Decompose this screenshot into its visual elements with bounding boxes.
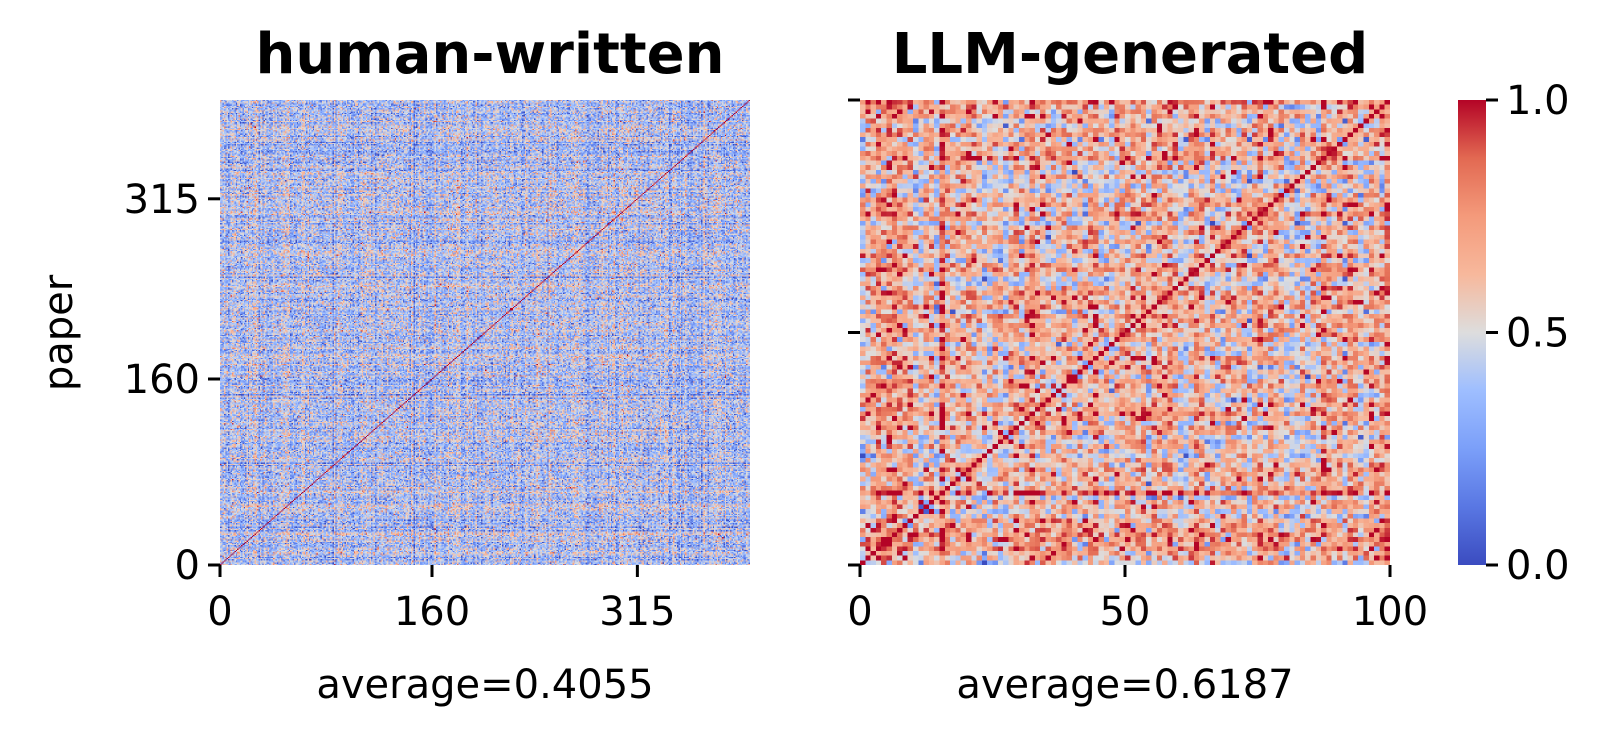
y-tick-label-human: 315: [124, 177, 200, 223]
colorbar-tick-label: 0.0: [1506, 543, 1570, 589]
colorbar-tick-label: 1.0: [1506, 78, 1570, 124]
x-tick-label-llm: 0: [847, 589, 872, 635]
heatmap-panel-llm: LLM-generated 0 50 100 average=0.6187: [847, 22, 1428, 708]
colorbar: 0.0 0.5 1.0: [1458, 78, 1570, 589]
colorbar-ticks: 0.0 0.5 1.0: [1486, 78, 1570, 589]
x-tick-label-human: 0: [207, 589, 232, 635]
x-tick-label-llm: 50: [1100, 589, 1151, 635]
x-axis-label-llm: average=0.6187: [956, 662, 1293, 708]
y-axis-label-human: paper: [36, 274, 82, 391]
x-axis-label-human: average=0.4055: [316, 662, 653, 708]
panel-title-human: human-written: [256, 22, 725, 87]
x-tick-label-llm: 100: [1352, 589, 1428, 635]
axes-llm: 0 50 100: [847, 98, 1428, 635]
heatmap-panel-human: human-written 0 160 315 0 160 315 average=0.4…: [36, 22, 750, 708]
x-tick-label-human: 315: [599, 589, 675, 635]
panel-title-llm: LLM-generated: [892, 22, 1369, 87]
y-tick-label-human: 0: [175, 543, 200, 589]
colorbar-gradient: [1458, 100, 1486, 565]
colorbar-tick-label: 0.5: [1506, 311, 1570, 357]
heatmap-image-llm: [860, 100, 1390, 565]
heatmap-image-human: [220, 100, 750, 565]
y-tick-label-human: 160: [124, 357, 200, 403]
axes-human: 0 160 315 0 160 315: [124, 177, 676, 635]
x-tick-label-human: 160: [394, 589, 470, 635]
